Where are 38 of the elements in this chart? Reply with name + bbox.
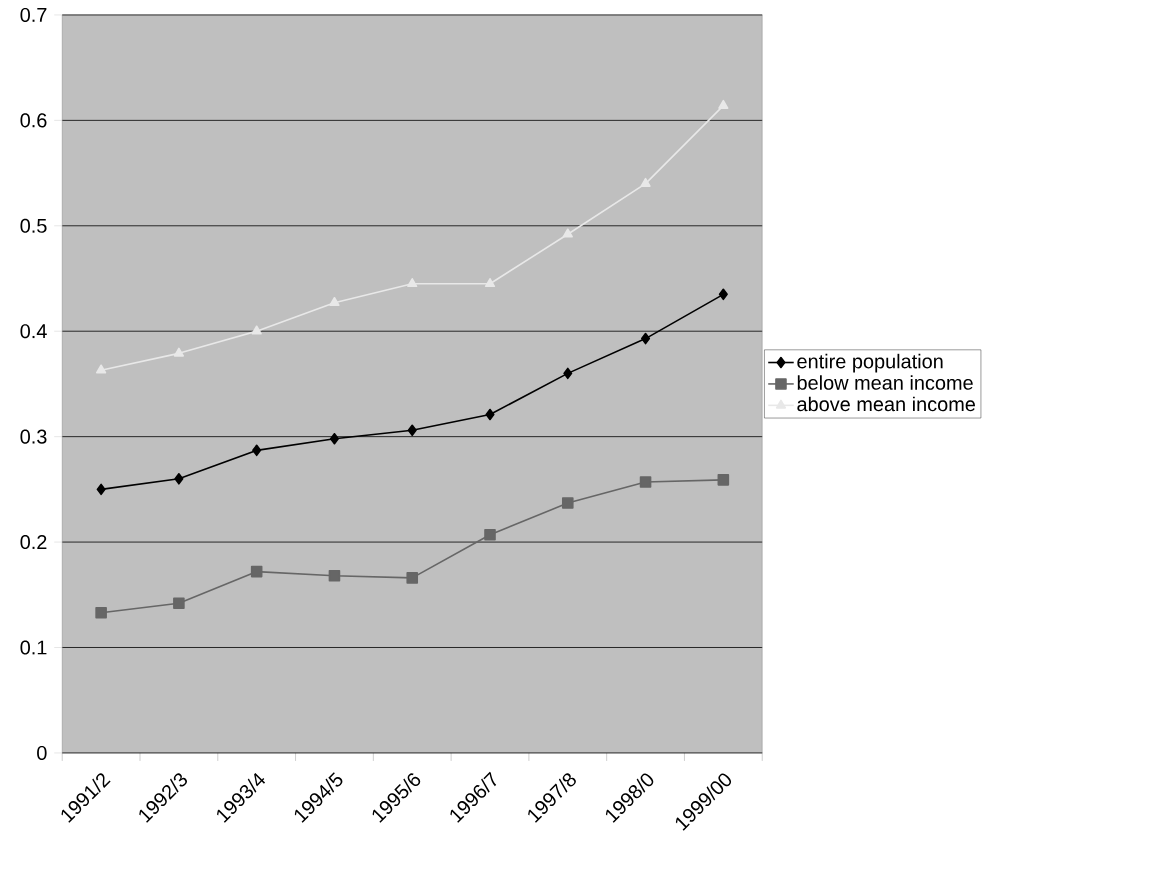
point: [252, 444, 262, 457]
point: [250, 565, 263, 578]
y-tick-label: 0: [37, 745, 47, 760]
point: [640, 177, 651, 187]
point: [562, 228, 573, 238]
point: [95, 364, 107, 374]
point: [173, 347, 185, 357]
point: [484, 528, 496, 541]
y-tick-label: 0.1: [20, 640, 47, 655]
point: [174, 473, 184, 485]
point: [328, 570, 341, 582]
legend-label: entire population: [797, 353, 943, 373]
point: [718, 99, 729, 109]
point: [406, 572, 419, 584]
point: [407, 424, 417, 437]
point: [329, 296, 340, 307]
point: [561, 497, 574, 509]
point: [484, 277, 496, 288]
point: [251, 325, 262, 335]
point: [639, 476, 652, 488]
point: [329, 432, 339, 445]
point: [485, 408, 495, 421]
y-tick-label: 0.4: [20, 324, 47, 339]
legend-label: above mean income: [797, 396, 976, 412]
y-tick-label: 0.2: [20, 535, 47, 550]
point: [95, 606, 107, 619]
y-tick-label: 0.3: [20, 429, 47, 444]
y-tick-label: 0.6: [20, 113, 47, 128]
point: [563, 367, 573, 380]
point: [407, 277, 418, 288]
point: [173, 597, 185, 610]
legend-label: below mean income: [797, 375, 973, 390]
point: [96, 483, 106, 496]
y-tick-label: 0.5: [20, 218, 47, 233]
y-tick-label: 0.7: [20, 7, 47, 22]
point: [718, 288, 728, 301]
point: [641, 332, 651, 345]
point: [717, 474, 730, 486]
